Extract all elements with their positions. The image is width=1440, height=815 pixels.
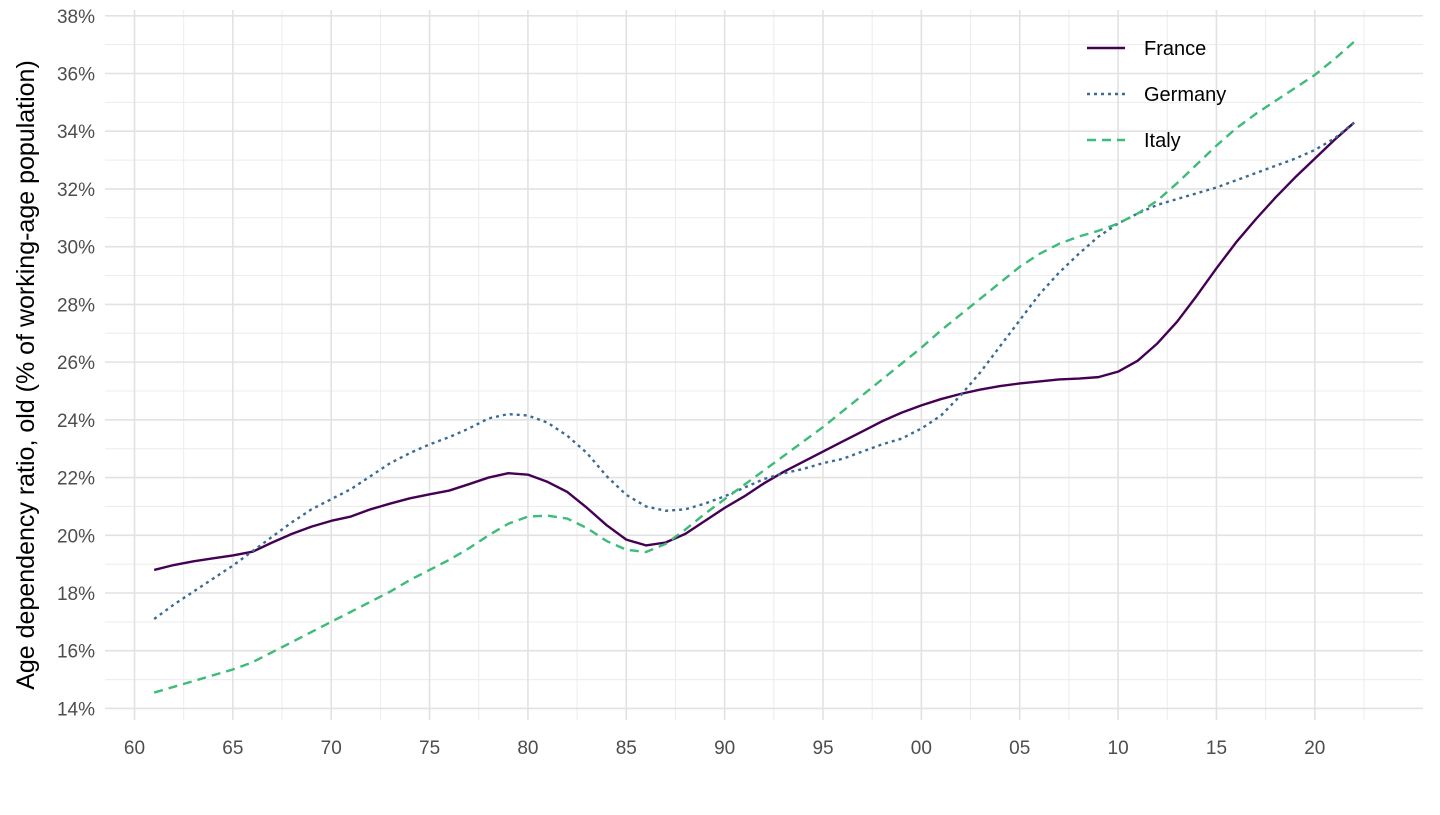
series-line-france <box>153 121 1355 572</box>
y-tick-label: 30% <box>57 238 95 259</box>
x-tick-label: 10 <box>1108 738 1129 759</box>
y-tick-label: 34% <box>57 122 95 143</box>
x-axis: 60 65 70 75 80 85 90 95 00 05 10 15 20 <box>124 738 1325 759</box>
y-axis: 14% 16% 18% 20% 22% 24% 26% 28% 30% 32% 34% 36% 38% <box>57 7 95 721</box>
x-tick-label: 90 <box>714 738 735 759</box>
x-tick-label: 70 <box>321 738 342 759</box>
y-tick-label: 16% <box>57 642 95 663</box>
x-tick-label: 20 <box>1304 738 1325 759</box>
legend-label-france: France <box>1144 38 1206 60</box>
y-tick-label: 20% <box>57 526 95 547</box>
legend-label-italy: Italy <box>1144 130 1181 152</box>
x-tick-label: 60 <box>124 738 145 759</box>
x-tick-label: 95 <box>812 738 833 759</box>
y-axis-title: Age dependency ratio, old (% of working-… <box>12 60 40 690</box>
series-line-germany <box>153 121 1355 620</box>
x-tick-label: 80 <box>517 738 538 759</box>
x-tick-label: 75 <box>419 738 440 759</box>
x-tick-label: 05 <box>1009 738 1030 759</box>
y-tick-label: 38% <box>57 7 95 28</box>
y-tick-label: 26% <box>57 353 95 374</box>
series-lines <box>153 40 1355 694</box>
x-tick-label: 00 <box>911 738 932 759</box>
y-tick-label: 24% <box>57 411 95 432</box>
y-tick-label: 22% <box>57 469 95 490</box>
y-tick-label: 14% <box>57 699 95 720</box>
gridlines <box>105 10 1423 720</box>
x-tick-label: 65 <box>222 738 243 759</box>
y-tick-label: 28% <box>57 295 95 316</box>
series-line-italy <box>153 40 1355 694</box>
legend: France Germany Italy <box>1087 38 1226 152</box>
y-tick-label: 18% <box>57 584 95 605</box>
y-tick-label: 32% <box>57 180 95 201</box>
y-tick-label: 36% <box>57 64 95 85</box>
x-tick-label: 85 <box>616 738 637 759</box>
legend-label-germany: Germany <box>1144 84 1226 106</box>
x-tick-label: 15 <box>1206 738 1227 759</box>
